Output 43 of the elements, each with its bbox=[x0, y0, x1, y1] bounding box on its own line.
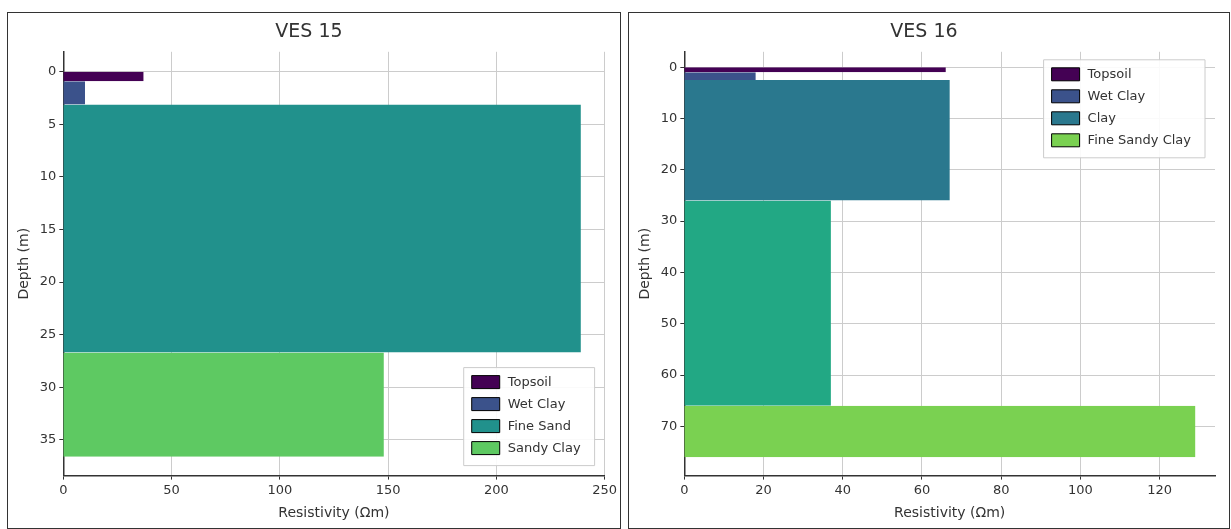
y-tick-label: 10 bbox=[660, 109, 678, 125]
chart-title: VES 15 bbox=[275, 19, 343, 42]
x-tick-label: 100 bbox=[267, 481, 293, 497]
y-tick-label: 25 bbox=[39, 326, 57, 342]
y-tick-label: 60 bbox=[660, 366, 678, 382]
y-tick-label: 0 bbox=[48, 63, 57, 79]
x-tick-label: 200 bbox=[483, 481, 509, 497]
y-tick-label: 35 bbox=[39, 431, 57, 447]
y-axis-title: Depth (m) bbox=[15, 227, 32, 300]
x-tick-label: 150 bbox=[375, 481, 401, 497]
x-tick-label: 20 bbox=[755, 481, 772, 497]
x-tick-label: 60 bbox=[913, 481, 931, 497]
x-tick-label: 0 bbox=[680, 481, 689, 497]
y-tick-label: 0 bbox=[669, 58, 678, 74]
y-tick-label: 5 bbox=[48, 115, 57, 131]
y-tick-label: 15 bbox=[39, 220, 57, 236]
y-tick-label: 50 bbox=[660, 315, 678, 331]
legend-label: Topsoil bbox=[506, 373, 552, 389]
x-tick-label: 0 bbox=[59, 481, 68, 497]
legend-label: Fine Sandy Clay bbox=[1087, 132, 1192, 148]
legend-label: Wet Clay bbox=[507, 395, 566, 411]
x-tick-label: 40 bbox=[834, 481, 852, 497]
legend-label: Sandy Clay bbox=[507, 439, 581, 455]
legend-label: Wet Clay bbox=[1087, 88, 1146, 104]
x-tick-label: 250 bbox=[592, 481, 618, 497]
y-axis-title: Depth (m) bbox=[636, 227, 653, 300]
legend-label: Clay bbox=[1087, 110, 1117, 126]
legend-label: Topsoil bbox=[1086, 66, 1132, 82]
y-tick-label: 20 bbox=[660, 161, 678, 177]
x-axis-title: Resistivity (Ωm) bbox=[894, 504, 1006, 521]
x-tick-label: 50 bbox=[163, 481, 180, 497]
x-axis-title: Resistivity (Ωm) bbox=[278, 504, 390, 521]
y-tick-label: 30 bbox=[660, 212, 678, 228]
y-tick-label: 70 bbox=[660, 417, 678, 433]
x-tick-label: 100 bbox=[1067, 481, 1093, 497]
x-tick-label: 120 bbox=[1147, 481, 1172, 497]
x-tick-label: 80 bbox=[992, 481, 1010, 497]
y-tick-label: 20 bbox=[39, 273, 57, 289]
chart-title: VES 16 bbox=[890, 19, 958, 42]
legend-label: Fine Sand bbox=[507, 417, 571, 433]
y-tick-label: 10 bbox=[39, 168, 57, 184]
y-tick-label: 40 bbox=[660, 263, 678, 279]
y-tick-label: 30 bbox=[39, 378, 57, 394]
